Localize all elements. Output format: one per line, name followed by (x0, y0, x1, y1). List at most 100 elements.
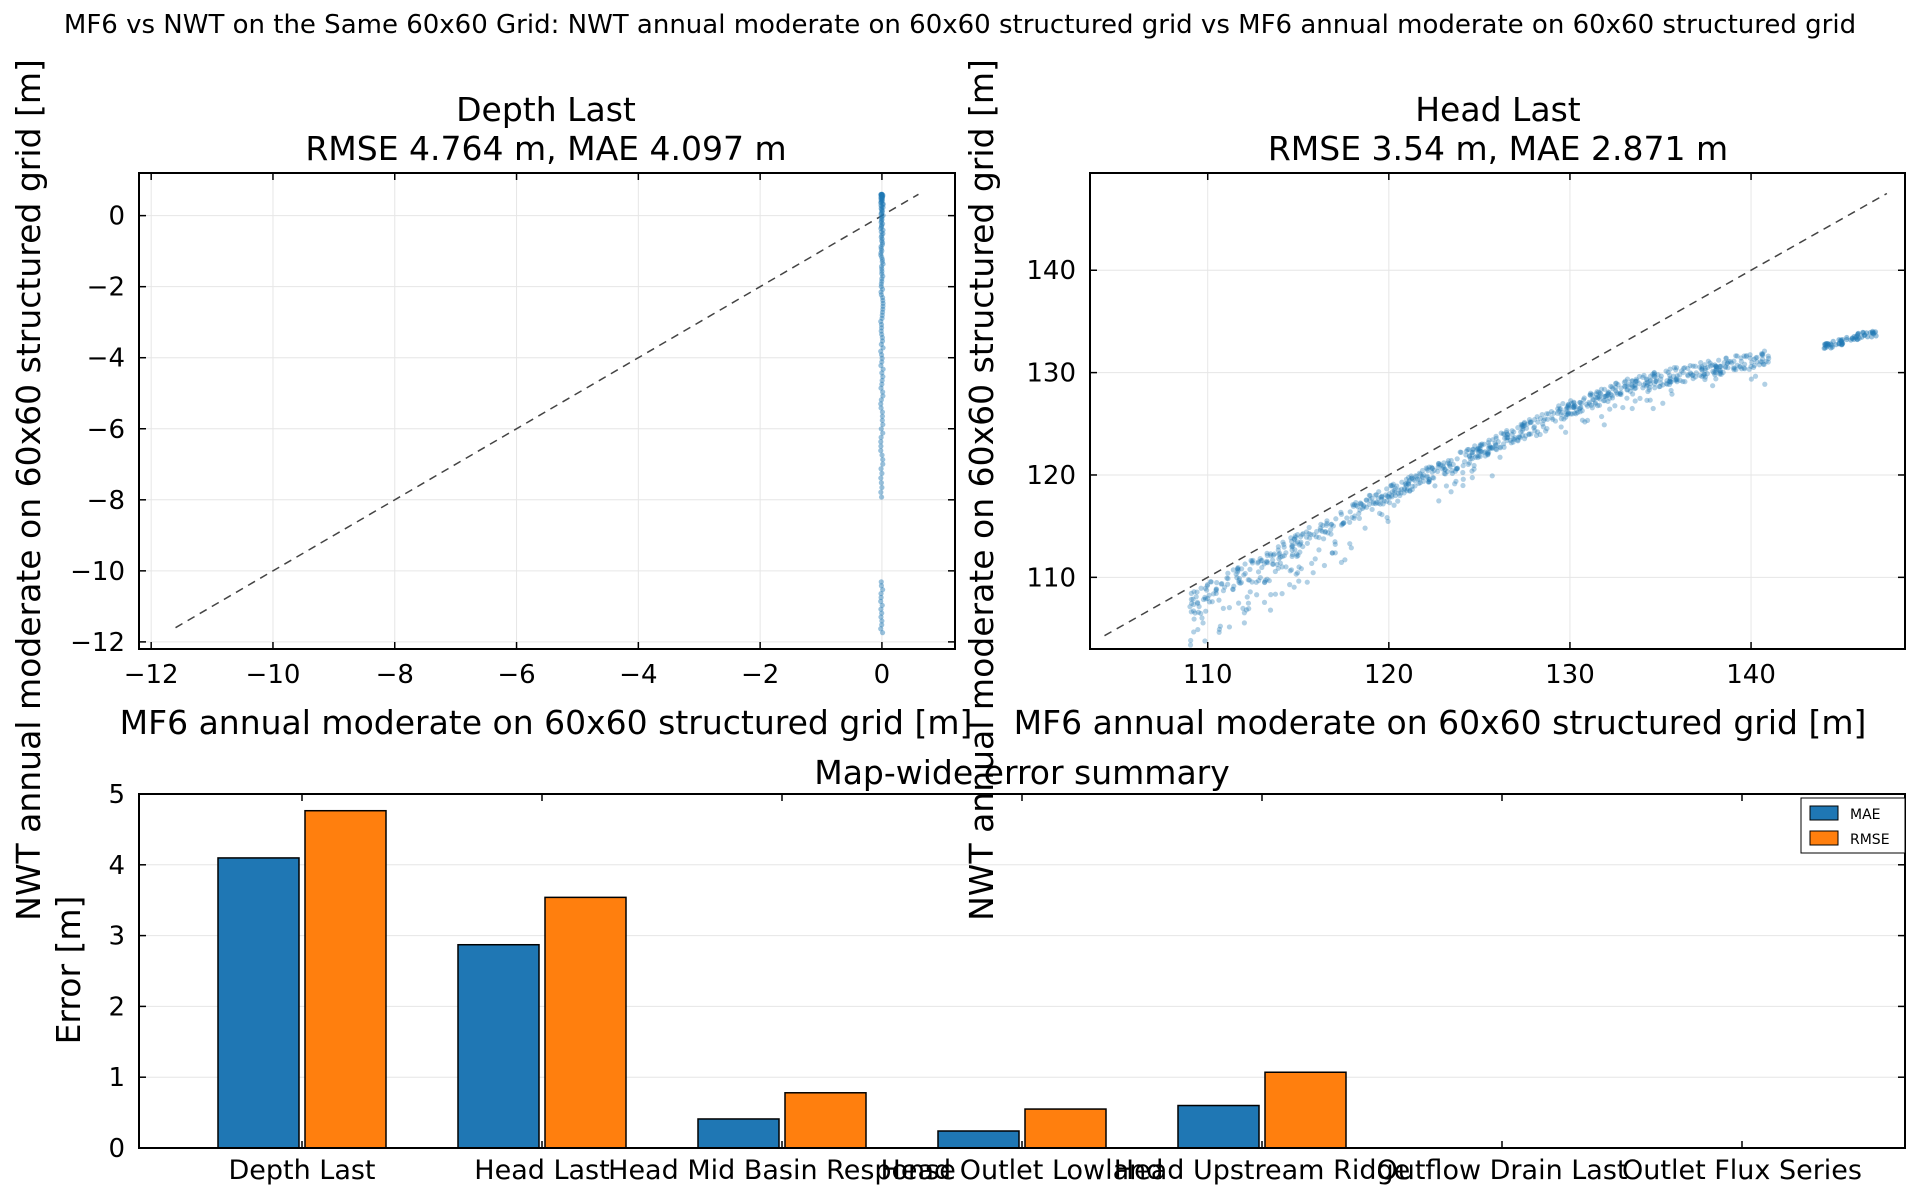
head-last-point (1702, 376, 1708, 383)
head-last-point (1206, 592, 1212, 598)
head-last-point (1318, 527, 1324, 533)
head-last-point (1660, 382, 1666, 388)
head-last-point (1535, 419, 1541, 425)
head-last-point (1624, 383, 1630, 389)
head-last-point (1237, 580, 1243, 586)
head-last-point (1202, 594, 1208, 601)
head-last-point (1612, 403, 1618, 409)
head-last-point (1308, 531, 1314, 538)
head-last-point (1622, 378, 1628, 384)
head-last-point (1375, 500, 1382, 506)
head-last-point (1759, 356, 1766, 362)
head-last-point (1556, 403, 1562, 409)
head-last-point (1446, 461, 1453, 467)
head-last-point (1825, 342, 1831, 348)
head-last-point (1236, 600, 1242, 606)
head-last-point (1752, 373, 1759, 379)
head-last-point (1667, 375, 1673, 381)
head-last-point (1392, 485, 1398, 491)
depth-last-point (878, 614, 884, 620)
depth-last-ytick-label: −8 (87, 486, 125, 516)
head-last-point (1560, 400, 1566, 407)
head-last-point (1622, 383, 1628, 389)
head-last-point (1702, 362, 1708, 368)
head-last-point (1830, 338, 1836, 344)
head-last-point (1403, 481, 1409, 487)
depth-last-point (878, 252, 884, 258)
head-last-point (1634, 378, 1640, 384)
bar-legend: MAE RMSE (1800, 797, 1906, 854)
head-last-point (1434, 468, 1441, 474)
depth-last-point (879, 214, 885, 220)
head-last-point (1509, 428, 1515, 434)
head-last-point (1685, 372, 1691, 378)
head-last-point (1378, 494, 1384, 500)
bar-rmse (304, 809, 387, 1149)
head-last-point (1737, 364, 1743, 370)
depth-last-xtick-label: −2 (741, 660, 779, 690)
head-last-point (1295, 570, 1301, 576)
head-last-point (1445, 458, 1451, 464)
head-last-point (1849, 335, 1855, 341)
head-last-point (1289, 551, 1296, 558)
head-last-point (1389, 494, 1395, 500)
head-last-point (1596, 402, 1603, 408)
head-last-point (1597, 396, 1603, 402)
head-last-point (1568, 398, 1574, 404)
head-last-point (1505, 434, 1511, 441)
head-last-point (1269, 561, 1276, 567)
head-last-point (1420, 478, 1427, 484)
head-last-point (1279, 553, 1286, 560)
head-last-point (1376, 489, 1382, 495)
head-last-point (1687, 362, 1693, 369)
head-last-point (1873, 333, 1879, 339)
head-last-point (1870, 331, 1877, 337)
head-last-point (1338, 509, 1344, 515)
head-last-point (1379, 496, 1385, 502)
head-last-point (1288, 567, 1295, 573)
head-last-point (1618, 389, 1624, 396)
head-last-point (1565, 410, 1572, 416)
head-last-point (1531, 425, 1537, 431)
head-last-point (1712, 368, 1718, 374)
head-last-point (1296, 578, 1302, 584)
head-last-point (1710, 368, 1716, 374)
depth-last-point (879, 203, 885, 210)
head-last-xtick-label: 140 (1726, 660, 1776, 690)
head-last-point (1633, 385, 1639, 391)
head-last-point (1314, 528, 1320, 535)
head-last-point (1384, 486, 1390, 492)
head-last-point (1698, 360, 1704, 366)
head-last-point (1293, 540, 1299, 546)
head-last-point (1259, 557, 1265, 564)
head-last-point (1258, 558, 1264, 564)
head-last-point (1384, 498, 1390, 504)
head-last-point (1526, 431, 1532, 438)
head-last-point (1429, 465, 1435, 471)
depth-last-point (879, 484, 885, 491)
head-last-point (1860, 330, 1866, 336)
head-last-point (1399, 479, 1405, 485)
head-last-point (1596, 389, 1602, 395)
head-last-point (1441, 460, 1447, 466)
head-last-point (1519, 424, 1525, 430)
head-last-point (1571, 400, 1577, 406)
depth-last-point (880, 212, 886, 219)
head-last-point (1748, 376, 1754, 382)
head-last-point (1344, 515, 1350, 521)
head-last-title: Head Last (1415, 90, 1581, 129)
head-last-point (1253, 579, 1259, 585)
error-summary-bar-panel: Map-wide error summary Depth Last Head La… (49, 753, 1906, 1186)
head-last-point (1482, 449, 1488, 455)
head-last-point (1409, 483, 1415, 489)
head-last-point (1442, 467, 1448, 473)
head-last-point (1577, 400, 1583, 406)
head-last-point (1708, 363, 1714, 369)
head-last-point (1436, 462, 1442, 468)
head-last-point (1319, 528, 1325, 534)
head-last-point (1289, 553, 1295, 560)
depth-last-point (879, 630, 886, 636)
head-last-point (1526, 417, 1533, 423)
head-last-point (1579, 400, 1585, 406)
head-last-point (1395, 498, 1401, 504)
